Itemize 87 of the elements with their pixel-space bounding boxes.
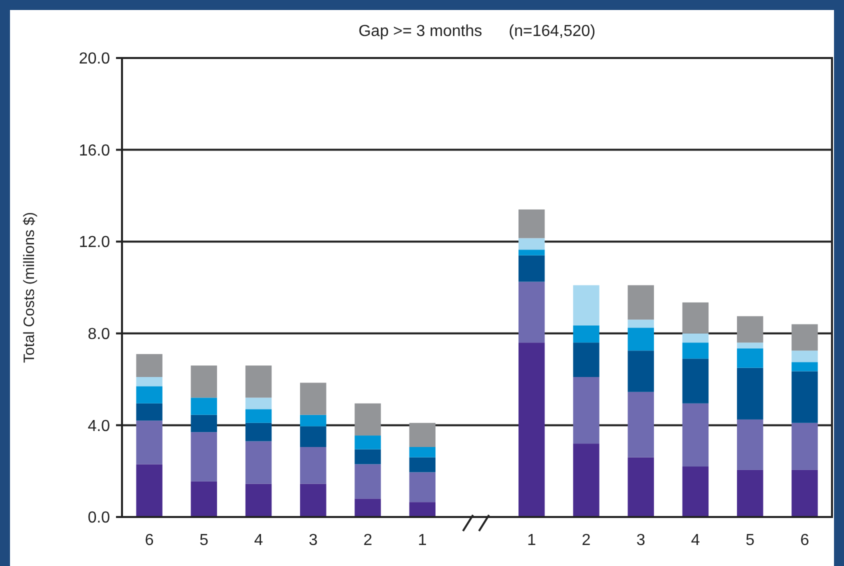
bar [573,377,600,444]
bar [628,457,654,517]
y-tick-label: 4.0 [88,418,110,435]
bar [136,464,162,517]
bar [736,470,764,517]
bar [190,398,218,415]
bar [300,426,326,448]
bar [682,302,709,334]
bar [736,368,764,420]
bar [300,447,326,484]
x-tick-label: 6 [800,532,810,549]
y-tick-label: 12.0 [78,234,110,252]
bar [354,498,381,517]
bar [736,419,764,470]
x-tick-label: 5 [746,532,755,549]
bar [736,348,764,368]
bar [792,371,818,423]
bar [573,444,600,517]
bar [409,502,436,517]
x-tick-label: 1 [527,532,536,549]
bar [245,409,272,423]
x-tick-label: 3 [308,532,318,549]
bar [682,342,709,359]
bar [245,441,272,484]
bar [682,466,709,517]
bar [628,320,654,328]
x-tick-label: 2 [582,532,591,549]
bar [518,250,545,256]
y-axis-title: Total Costs (millions $) [21,212,38,363]
bar [190,414,218,432]
y-tick-label: 8.0 [88,326,110,343]
bar [573,285,600,326]
bar [409,422,436,448]
bar [409,457,436,472]
x-tick-label: 5 [199,532,208,549]
bar [628,350,654,392]
bar [190,432,218,482]
bar [245,366,272,398]
bar [628,392,654,458]
bar [136,386,162,404]
bar [136,377,162,386]
bar [136,403,162,421]
bar [354,449,381,464]
x-tick-label: 2 [363,532,372,549]
bar [518,238,545,250]
bar [628,285,654,320]
bar [573,342,600,378]
x-tick-label: 6 [144,532,154,549]
bar [792,350,818,362]
bar [682,403,709,467]
bar [518,342,545,517]
bar [245,398,272,410]
bar [573,325,600,343]
bar [736,342,764,348]
bar [792,422,818,470]
bar [518,282,545,343]
x-tick-label: 1 [418,532,427,549]
bar [354,464,381,499]
bar [300,382,326,415]
bar [354,436,381,450]
bar [792,324,818,351]
bar [300,414,326,426]
bar [354,403,381,436]
x-tick-label: 3 [636,532,646,549]
bar [409,447,436,458]
bar [190,481,218,517]
bar [409,472,436,502]
bar [682,358,709,404]
bar [190,366,218,398]
bar [300,484,326,517]
bar [628,328,654,351]
bar [136,354,162,378]
y-tick-label: 20.0 [78,50,110,68]
bar [245,484,272,517]
bar [736,316,764,343]
bar [518,209,545,238]
y-tick-label: 0.0 [88,510,110,527]
bar [136,420,162,464]
y-tick-label: 16.0 [78,142,110,160]
bar [682,333,709,343]
bar [792,470,818,517]
x-tick-label: 4 [254,532,264,549]
x-tick-label: 4 [691,532,700,549]
bar [792,362,818,372]
chart-title: Gap >= 3 months (n=164,520) [358,23,596,40]
bar [245,422,272,442]
bar [518,255,545,282]
